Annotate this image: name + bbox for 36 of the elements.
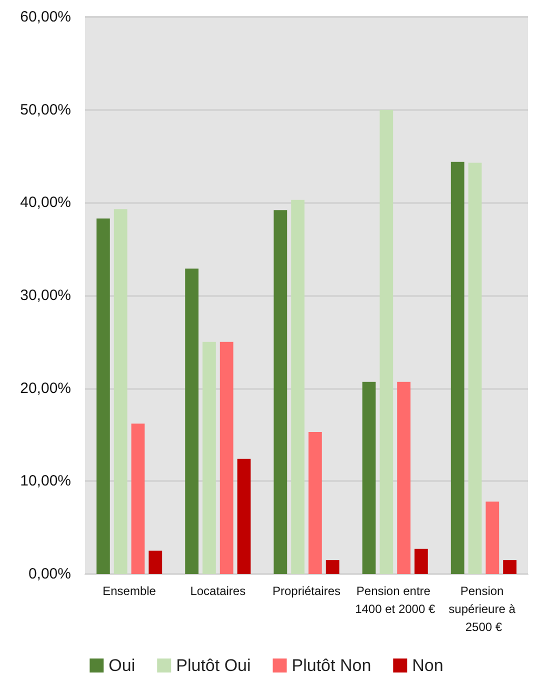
bar xyxy=(503,560,516,574)
y-tick-label: 50,00% xyxy=(20,101,71,118)
legend-label: Oui xyxy=(108,656,136,675)
y-tick-label: 0,00% xyxy=(28,566,71,582)
bar xyxy=(237,458,251,574)
bar xyxy=(380,110,394,574)
bar xyxy=(96,218,110,574)
bar xyxy=(274,210,288,574)
bar xyxy=(220,342,234,574)
y-tick-label: 30,00% xyxy=(20,287,71,304)
x-tick-label: Propriétaires xyxy=(272,584,341,598)
bar xyxy=(148,550,162,574)
bar xyxy=(450,162,464,574)
y-tick-label: 40,00% xyxy=(20,194,71,212)
bar xyxy=(362,382,376,574)
x-tick-label: Ensemble xyxy=(102,584,156,598)
bar xyxy=(468,162,482,574)
bar xyxy=(131,424,145,574)
y-tick-label: 20,00% xyxy=(20,380,71,397)
bar xyxy=(202,342,216,574)
bar xyxy=(291,200,304,574)
bar xyxy=(114,209,128,574)
legend-label: Plutôt Non xyxy=(292,656,372,675)
bar xyxy=(308,432,322,574)
x-tick-label: Locataires xyxy=(190,584,246,598)
bar xyxy=(326,560,340,574)
legend-label: Plutôt Oui xyxy=(176,656,251,675)
bar xyxy=(397,382,410,574)
y-tick-label: 10,00% xyxy=(20,472,71,490)
bar xyxy=(414,548,428,574)
bar xyxy=(185,268,198,574)
y-tick-label: 60,00% xyxy=(20,8,71,26)
x-tick-label: Pension entre 1400 et 2000 € xyxy=(355,584,436,616)
legend-label: Non xyxy=(412,656,444,675)
x-tick-label: Pension supérieure à 2500 € xyxy=(448,584,519,634)
bar xyxy=(486,502,500,574)
